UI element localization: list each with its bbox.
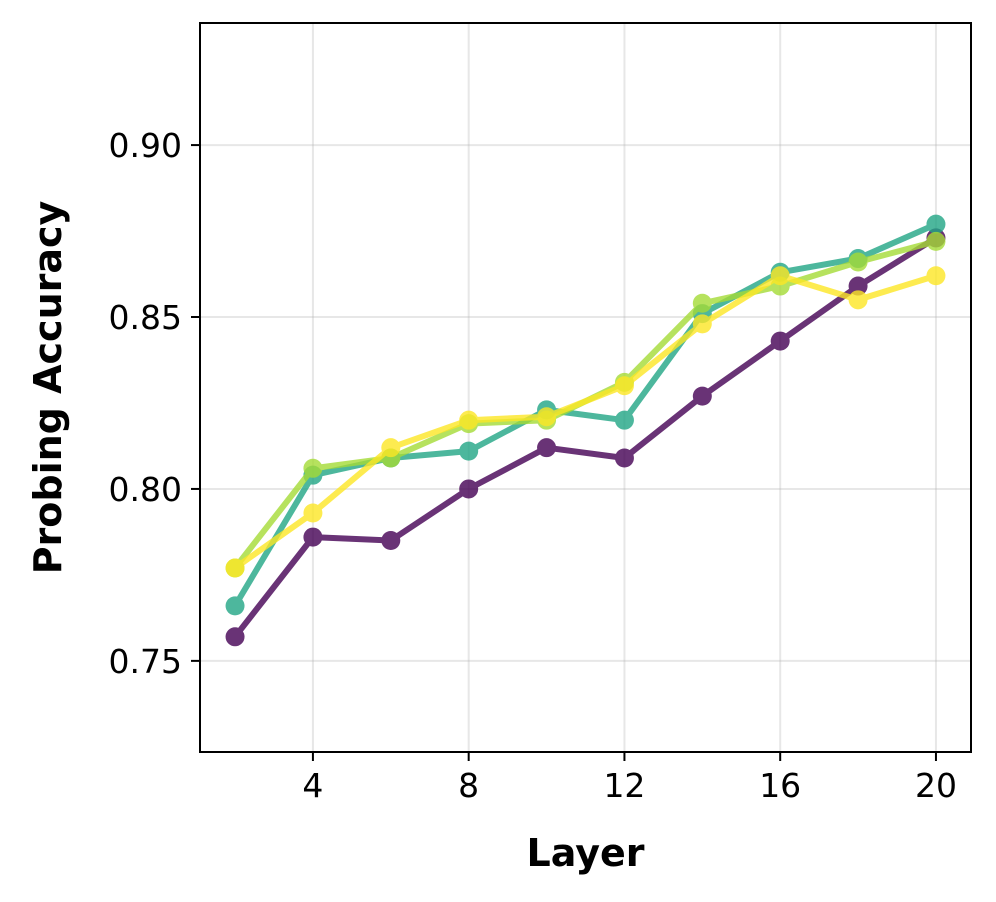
data-point <box>692 314 712 334</box>
series-line <box>232 221 939 609</box>
x-axis-label: Layer <box>527 831 645 875</box>
y-tick-label: 0.80 <box>109 470 182 509</box>
data-point <box>848 252 868 272</box>
data-point <box>692 386 712 406</box>
data-point <box>848 290 868 310</box>
series-line <box>232 272 939 571</box>
data-point <box>926 214 946 234</box>
data-point <box>614 448 634 468</box>
data-point <box>459 410 479 430</box>
data-point <box>225 596 245 616</box>
data-point <box>303 527 323 547</box>
data-point <box>848 276 868 296</box>
x-tick-label: 4 <box>302 766 323 805</box>
data-point <box>926 266 946 286</box>
data-point <box>459 479 479 499</box>
x-tick-label: 20 <box>915 766 957 805</box>
y-tick-label: 0.85 <box>109 298 182 337</box>
ticks: 4 8 12 16 20 0.75 0.80 0.85 0.90 <box>109 126 957 805</box>
plot-frame <box>199 22 972 753</box>
data-point <box>381 531 401 551</box>
data-point <box>225 627 245 647</box>
data-point <box>614 410 634 430</box>
data-point <box>537 407 557 427</box>
y-tick-label: 0.75 <box>109 642 182 681</box>
series-1 <box>225 228 946 647</box>
data-point <box>770 266 790 286</box>
x-tick-label: 8 <box>458 766 479 805</box>
y-tick-label: 0.90 <box>109 126 182 165</box>
data-point <box>303 503 323 523</box>
data-point <box>225 558 245 578</box>
data-point <box>692 293 712 313</box>
data-point <box>459 441 479 461</box>
series-group <box>225 214 946 647</box>
data-point <box>770 331 790 351</box>
series-3 <box>225 231 946 578</box>
x-tick-label: 16 <box>759 766 801 805</box>
data-point <box>381 438 401 458</box>
series-2 <box>225 214 946 616</box>
data-point <box>303 458 323 478</box>
data-point <box>926 231 946 251</box>
series-line <box>232 234 939 640</box>
data-point <box>614 376 634 396</box>
series-4 <box>225 266 946 578</box>
y-axis-label: Probing Accuracy <box>26 200 70 574</box>
x-tick-label: 12 <box>603 766 645 805</box>
grid <box>200 23 971 752</box>
data-point <box>537 438 557 458</box>
